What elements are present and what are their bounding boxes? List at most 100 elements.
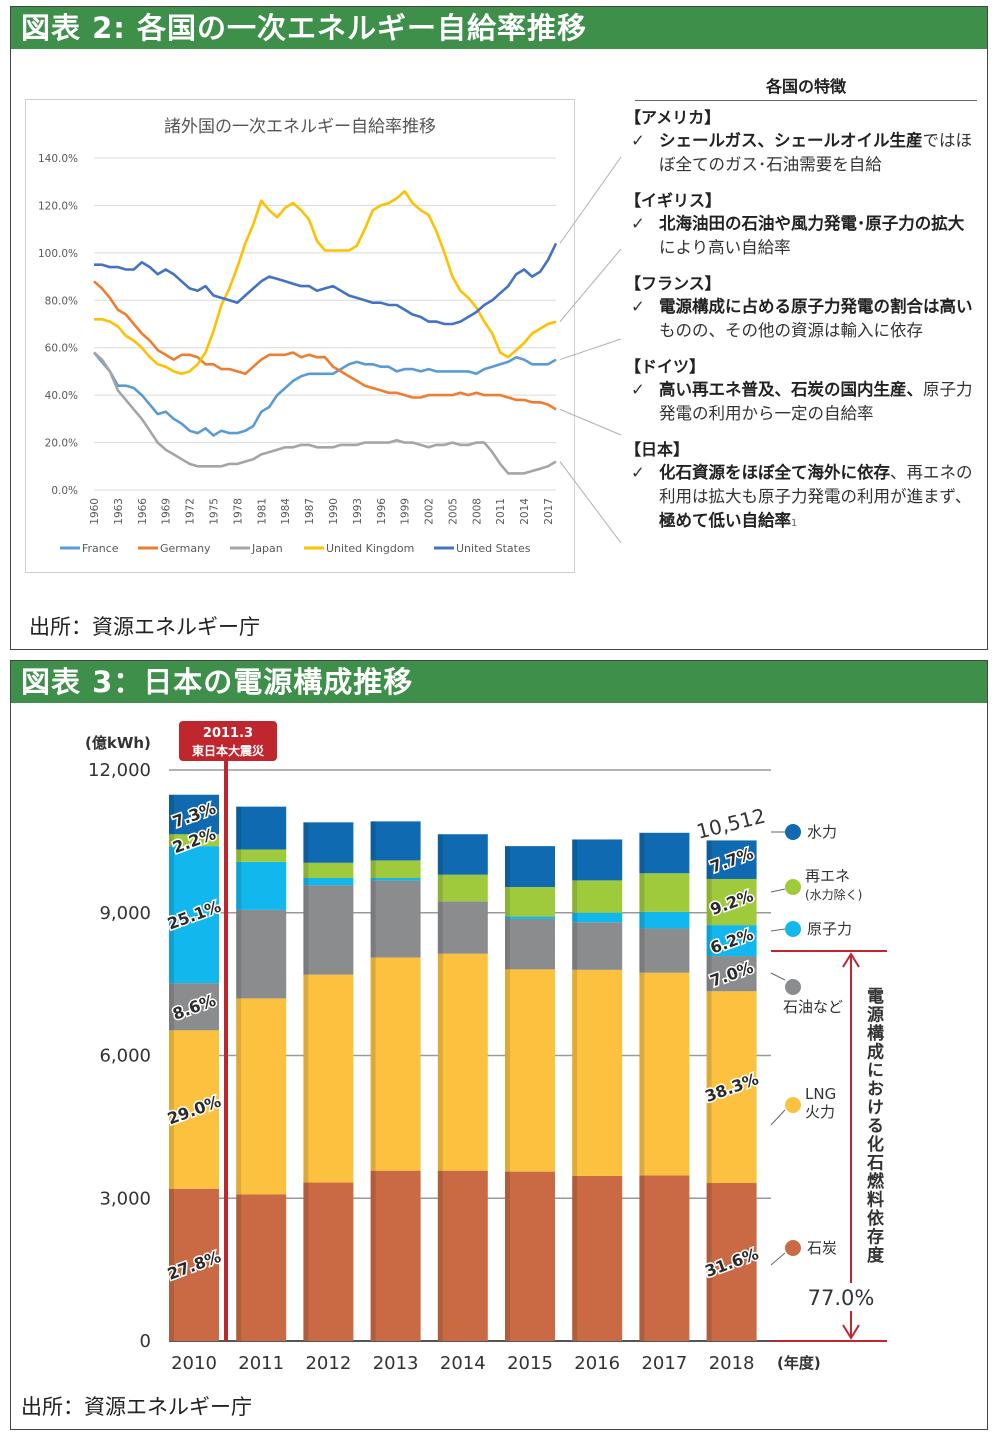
bar-segment: [505, 969, 555, 1172]
bar-segment-shade: [639, 832, 645, 874]
feature-description: ✓ 高い再エネ普及、石炭の国内生産、原子力発電の利用から一定の自給率: [625, 378, 977, 426]
x-tick-label: 1966: [137, 498, 149, 525]
bar-segment: [639, 911, 690, 929]
bar-segment-shade: [639, 1175, 645, 1341]
y-tick-label: 140.0%: [38, 153, 78, 165]
x-tick-label: 1987: [304, 498, 316, 525]
legend-dot: [785, 921, 801, 937]
x-tick-label: 1996: [376, 498, 388, 525]
bar-segment: [236, 806, 287, 850]
bar-segment-shade: [370, 878, 376, 881]
bar-segment: [236, 849, 287, 862]
bar-segment-shade: [303, 822, 309, 863]
y-tick-label: 3,000: [99, 1188, 151, 1209]
bar-segment: [303, 862, 354, 879]
legend-dot: [785, 979, 801, 995]
bar-segment: [572, 839, 623, 881]
features-list: 【アメリカ】 ✓ シェールガス、シェールオイル生産ではほぼ全てのガス･石油需要を自給…: [625, 107, 977, 536]
bar-segment-shade: [169, 834, 174, 847]
bar-segment-shade: [169, 1188, 174, 1341]
bar-segment: [236, 1194, 287, 1341]
bar-segment: [370, 860, 421, 879]
check-icon: ✓: [631, 131, 645, 150]
legend-leader-line: [770, 972, 786, 981]
bar-segment: [706, 925, 757, 957]
banner-title-3: 図表 3：日本の電源構成推移: [11, 661, 987, 703]
self-sufficiency-line-chart: 諸外国の一次エネルギー自給率推移 140.0% 120.0% 100.0% 80.0% 6…: [38, 117, 558, 555]
bar-segment-shade: [169, 1030, 174, 1189]
feature-text-segment: 化石資源をほぼ全て海外に依存: [659, 463, 890, 482]
feature-description: ✓ 化石資源をほぼ全て海外に依存、再エネの利用は拡大も原子力発電の利用が進まず、極…: [625, 461, 977, 536]
legend-dot: [785, 879, 801, 895]
bar-segment: [303, 974, 354, 1183]
bar-segment: [303, 822, 354, 863]
bar-segment-shade: [303, 878, 309, 886]
bar-segment-shade: [505, 918, 510, 970]
bar-segment: [437, 1170, 488, 1341]
feature-text-segment: 電源構成に占める原子力発電の割合は高い: [659, 297, 973, 316]
y-tick-label: 120.0%: [38, 200, 78, 212]
bar-segment: [370, 821, 421, 861]
bar-segment: [370, 957, 421, 1171]
bar-segment: [505, 916, 555, 919]
legend-leader-line: [770, 1109, 786, 1126]
y-tick-label: 80.0%: [45, 295, 78, 307]
bar-segment: [505, 1171, 555, 1341]
y-tick-label: 20.0%: [45, 438, 78, 450]
legend-dot: [785, 824, 801, 840]
bar-segment: [303, 885, 354, 975]
bar-segment-shade: [706, 840, 712, 879]
x-tick-label: 1981: [256, 498, 268, 525]
x-tick-label: 1969: [161, 498, 173, 525]
bar-segment-shade: [639, 873, 645, 912]
bar-segment: [236, 998, 287, 1195]
power-mix-stacked-bar-chart: (億kWh) 12,000 9,000 6,000 3,000 0 2010 2011 2012…: [85, 721, 887, 1374]
bar-segment-shade: [639, 972, 645, 1176]
series-line-united-states: [94, 242, 558, 326]
bar-segment-shade: [437, 834, 443, 875]
bar-segment: [169, 794, 219, 835]
bar-segment: [505, 846, 555, 888]
series-line-france: [93, 351, 557, 437]
bar-segment: [639, 873, 690, 912]
bar-segment: [437, 953, 488, 1171]
legend-label: 原子力: [807, 920, 852, 938]
check-icon: ✓: [631, 463, 645, 482]
feature-item: 【イギリス】 ✓ 北海油田の石油や風力発電･原子力の拡大により高い自給率: [625, 190, 977, 260]
bar-segment: [706, 840, 757, 879]
series-line-japan: [93, 351, 557, 475]
bar-segment-shade: [437, 1170, 443, 1341]
bar-segment: [370, 878, 421, 881]
country-features: 各国の特徴 【アメリカ】 ✓ シェールガス、シェールオイル生産ではほぼ全てのガス･石…: [625, 73, 977, 549]
bar-segment-shade: [236, 849, 242, 862]
bar-segment: [437, 901, 488, 954]
chart-title: 諸外国の一次エネルギー自給率推移: [164, 117, 436, 137]
y-tick-label: 6,000: [99, 1046, 151, 1067]
legend-dot: [785, 1097, 801, 1113]
y-tick-label: 40.0%: [45, 390, 78, 402]
bracket-label: 電源構成における化石燃料依存度: [863, 987, 885, 1265]
x-tick-label: 2002: [424, 498, 436, 525]
total-2018-label: 10,512: [694, 804, 768, 844]
feature-text-segment: 極めて低い自給率: [659, 511, 791, 530]
bar-segment-shade: [706, 956, 712, 992]
bar-segment-shade: [505, 916, 510, 919]
x-tick-label: 1999: [400, 498, 412, 525]
bar-segment: [437, 874, 488, 902]
y-tick-label: 100.0%: [38, 248, 78, 260]
check-icon: ✓: [631, 380, 645, 399]
bar-segment-shade: [236, 998, 242, 1195]
x-tick-label: 2011: [495, 498, 507, 525]
bar-segment-shade: [437, 874, 443, 902]
bar-segment-shade: [505, 969, 510, 1172]
bar-segment: [169, 983, 219, 1031]
bar-segment: [572, 1175, 623, 1341]
x-tick-label: 2011: [238, 1353, 284, 1374]
legend-leader-line: [770, 1252, 786, 1266]
bar-segment-shade: [706, 991, 712, 1184]
x-tick-label: 1963: [113, 498, 125, 525]
x-tick-label: 1990: [328, 498, 340, 525]
bar-segment: [236, 909, 287, 999]
feature-description: ✓ 北海油田の石油や風力発電･原子力の拡大により高い自給率: [625, 212, 977, 260]
feature-text-segment: 原子力発電の利用から一定の自給率: [659, 380, 973, 423]
